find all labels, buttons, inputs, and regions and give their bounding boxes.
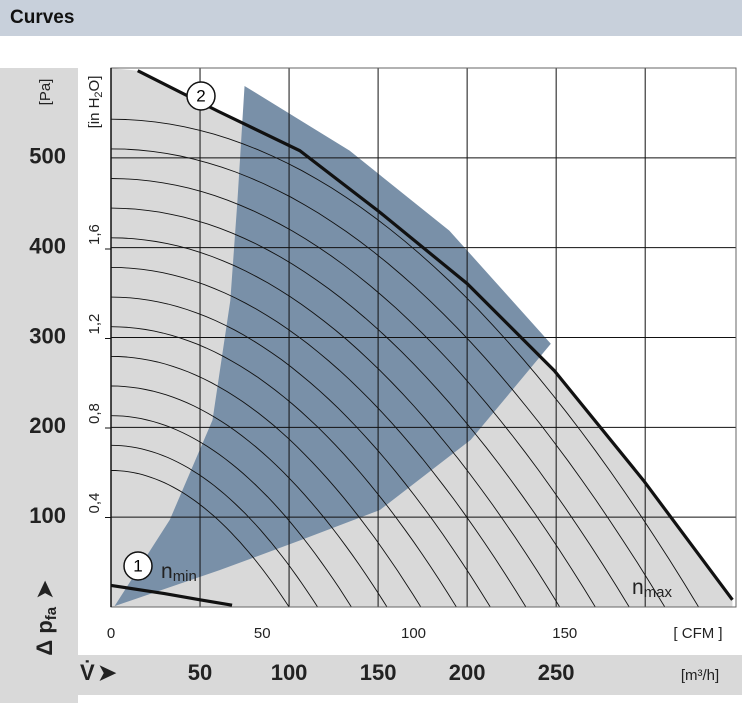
curve-marker bbox=[186, 81, 216, 111]
y-label-arrow: ➤ bbox=[32, 580, 57, 599]
system-line bbox=[111, 178, 630, 607]
system-line bbox=[111, 415, 352, 607]
x-tick-label: 200 bbox=[449, 660, 486, 685]
system-lines bbox=[111, 118, 699, 607]
y-tick-label: 200 bbox=[29, 413, 66, 438]
y-tick-label: 500 bbox=[29, 144, 66, 169]
x-tick-label: 250 bbox=[538, 660, 575, 685]
system-line bbox=[111, 148, 666, 607]
left-panel bbox=[0, 68, 78, 703]
curve-label-name: n bbox=[632, 576, 644, 599]
operating-region bbox=[114, 85, 551, 607]
curve-marker-label: 1 bbox=[133, 556, 142, 575]
bottom-panel bbox=[0, 655, 742, 695]
x2-unit: [ CFM ] bbox=[673, 625, 722, 642]
x2-tick-label: 0 bbox=[107, 625, 115, 642]
curve-label: nmax bbox=[632, 576, 673, 601]
x-axis-label: V̇ bbox=[80, 660, 95, 685]
header-bar bbox=[0, 0, 742, 36]
y-tick-label: 100 bbox=[29, 503, 66, 528]
x-unit: [m³/h] bbox=[681, 667, 719, 684]
system-line bbox=[111, 444, 318, 607]
x-tick-label: 100 bbox=[271, 660, 308, 685]
curve-label-sub: min bbox=[173, 568, 197, 585]
system-line bbox=[111, 237, 561, 607]
system-line bbox=[111, 296, 491, 607]
system-line bbox=[111, 385, 388, 607]
y2-tick-label: 1,2 bbox=[86, 314, 103, 335]
system-line bbox=[111, 118, 699, 607]
system-line bbox=[111, 355, 422, 607]
system-line bbox=[111, 326, 457, 607]
fan-curve bbox=[110, 583, 233, 607]
curve-marker-label: 2 bbox=[196, 86, 205, 105]
system-line bbox=[111, 470, 290, 607]
y2-unit-main: [in H bbox=[86, 98, 103, 129]
x2-tick-label: 100 bbox=[401, 625, 426, 642]
y2-tick-label: 1,6 bbox=[86, 224, 103, 245]
x2-tick-label: 150 bbox=[552, 625, 577, 642]
x2-tick-label: 50 bbox=[254, 625, 271, 642]
x-tick-label: 50 bbox=[188, 660, 212, 685]
fan-curve bbox=[136, 69, 734, 601]
system-line bbox=[111, 266, 527, 607]
y-axis-label: Δ pfa ➤ bbox=[32, 580, 60, 656]
y2-tick-label: 0,8 bbox=[86, 403, 103, 424]
chart-title: Curves bbox=[10, 7, 74, 28]
y2-unit: [in H2O] bbox=[86, 76, 105, 129]
system-line bbox=[111, 207, 596, 607]
x-axis-arrow: ➤ bbox=[98, 660, 117, 685]
y-tick-label: 300 bbox=[29, 323, 66, 348]
curve-label: nmin bbox=[161, 560, 197, 585]
y2-tick-label: 0,4 bbox=[86, 493, 103, 514]
y-tick-label: 400 bbox=[29, 233, 66, 258]
curve-label-name: n bbox=[161, 560, 173, 583]
y-label-sub: fa bbox=[43, 606, 60, 620]
x-tick-label: 150 bbox=[360, 660, 397, 685]
y2-unit-end: O] bbox=[86, 76, 103, 92]
y-unit: [Pa] bbox=[37, 79, 54, 106]
y2-unit-sub: 2 bbox=[93, 91, 105, 97]
curve-marker bbox=[123, 551, 153, 581]
y-label-main: Δ p bbox=[32, 620, 57, 655]
curve-label-sub: max bbox=[644, 584, 673, 601]
